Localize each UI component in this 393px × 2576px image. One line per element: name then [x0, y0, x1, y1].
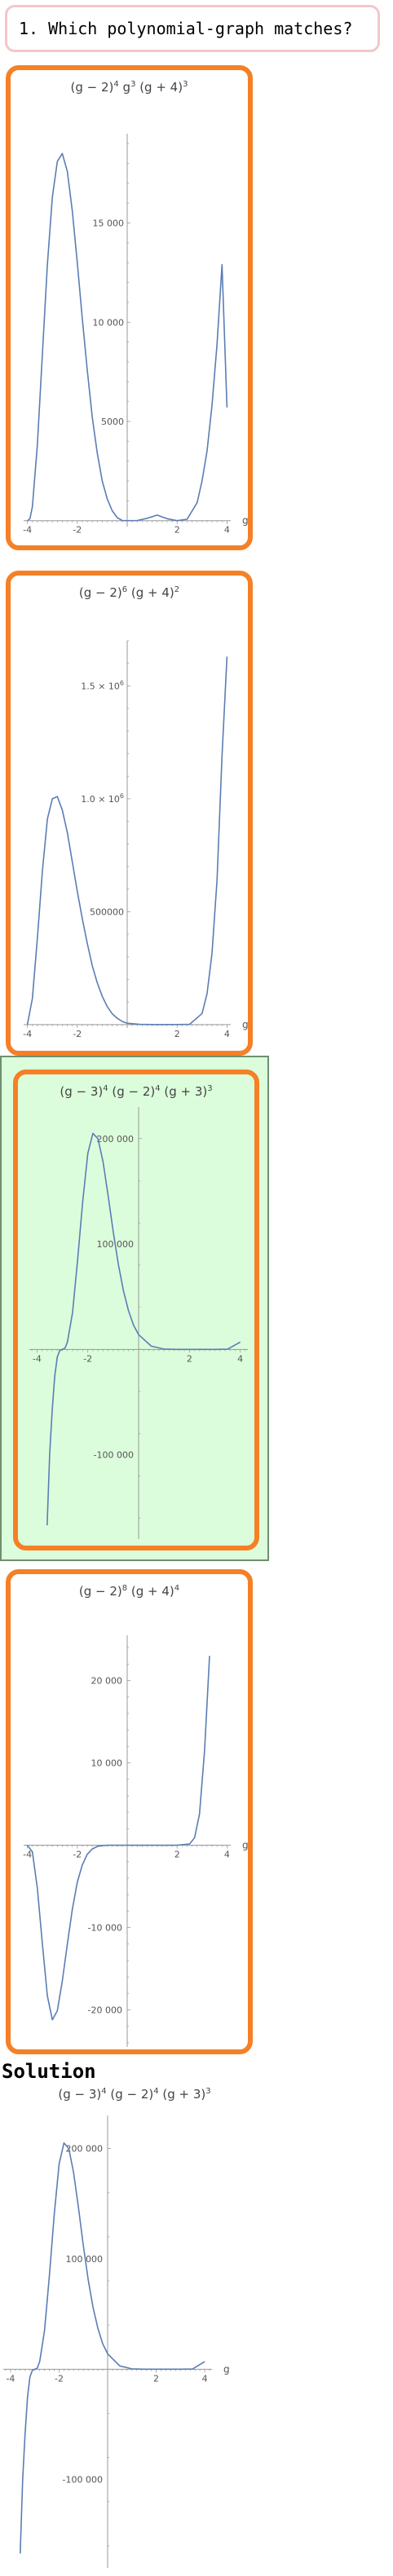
x-tick-label: -2	[73, 1029, 82, 1039]
polynomial-curve	[46, 1132, 241, 1526]
y-tick-label: 10 000	[93, 317, 125, 328]
solution-plot: (g − 3)4 (g − 2)4 (g + 3)3 -4 -2 2 4 g -100 0…	[0, 2087, 269, 2576]
y-tick-label: 200 000	[66, 2144, 104, 2155]
plot-title: (g − 2)6 (g + 4)2	[78, 585, 180, 600]
x-tick-label: -4	[23, 1850, 32, 1860]
y-tick-label: -20 000	[88, 2005, 122, 2016]
solution-polynomial-plot: -4 -2 2 4 g -100 000 100 000 200 000	[3, 2115, 230, 2568]
y-tick-label: 200 000	[97, 1134, 135, 1145]
x-tick-label: -2	[55, 2373, 64, 2384]
x-tick-label: -4	[33, 1353, 42, 1364]
x-tick-label: 4	[237, 1353, 243, 1364]
plot-title: (g − 2)8 (g + 4)4	[78, 1584, 180, 1599]
question-text: 1. Which polynomial-graph matches?	[19, 19, 353, 38]
x-tick-label: 2	[187, 1353, 192, 1364]
polynomial-curve	[27, 152, 228, 522]
x-tick-label: 4	[224, 1029, 230, 1039]
y-tick-label: 10 000	[91, 1758, 123, 1769]
x-tick-label: -2	[73, 525, 82, 536]
plot-title: (g − 2)4 g3 (g + 4)3	[70, 80, 188, 95]
x-axis-label: g	[242, 515, 249, 527]
y-tick-label: 5000	[101, 417, 124, 427]
x-tick-label: 4	[224, 1850, 230, 1860]
x-tick-label: -4	[23, 1029, 32, 1039]
question-box: 1. Which polynomial-graph matches?	[5, 5, 380, 52]
y-tick-label: 20 000	[91, 1676, 123, 1687]
solution-heading: Solution	[2, 2060, 96, 2083]
x-tick-label: 2	[153, 2373, 159, 2384]
y-tick-label: 1.5 × 106	[81, 679, 124, 691]
y-tick-label: 15 000	[93, 218, 125, 229]
polynomial-curve	[26, 1656, 210, 2021]
polynomial-plot-2: -4 -2 2 4 g 500000 1.0 × 106 1.5 × 106	[23, 640, 249, 1039]
x-tick-label: 2	[174, 525, 180, 536]
x-axis-label: g	[242, 1019, 249, 1030]
polynomial-curve	[20, 2142, 205, 2554]
x-tick-label: -2	[83, 1353, 92, 1364]
x-tick-label: -2	[73, 1850, 82, 1860]
x-tick-label: 4	[224, 525, 230, 536]
x-axis-label: g	[223, 2363, 230, 2375]
x-axis-label: g	[242, 1840, 249, 1851]
option-card-4[interactable]: (g − 2)8 (g + 4)4 -4 -2 2 4 g -20 000 -10 000 1…	[6, 1569, 253, 2054]
plot-title: (g − 3)4 (g − 2)4 (g + 3)3	[58, 2087, 211, 2102]
polynomial-curve	[26, 656, 228, 1026]
y-tick-label: -10 000	[88, 1923, 122, 1934]
option-card-2[interactable]: (g − 2)6 (g + 4)2 -4 -2 2 4 g 500000 1.0 × 106…	[6, 571, 253, 1056]
x-tick-label: 4	[202, 2373, 208, 2384]
y-tick-label: 1.0 × 106	[81, 792, 124, 805]
x-tick-label: -4	[23, 525, 32, 536]
polynomial-plot-1: -4 -2 2 4 g 5000 10 000 15 000	[23, 134, 249, 536]
y-tick-label: -100 000	[94, 1450, 134, 1461]
option-card-1[interactable]: (g − 2)4 g3 (g + 4)3 -4 -2 2 4 g 5000 10 000 15…	[6, 65, 253, 550]
y-tick-label: -100 000	[63, 2475, 103, 2486]
polynomial-plot-4: -4 -2 2 4 g -20 000 -10 000 10 000 20 000	[23, 1635, 249, 2047]
plot-title: (g − 3)4 (g − 2)4 (g + 3)3	[60, 1084, 213, 1099]
x-tick-label: -4	[6, 2373, 15, 2384]
y-tick-label: 500000	[90, 906, 124, 917]
x-tick-label: 2	[174, 1029, 180, 1039]
y-tick-label: 100 000	[66, 2254, 104, 2265]
x-tick-label: 2	[174, 1850, 180, 1860]
